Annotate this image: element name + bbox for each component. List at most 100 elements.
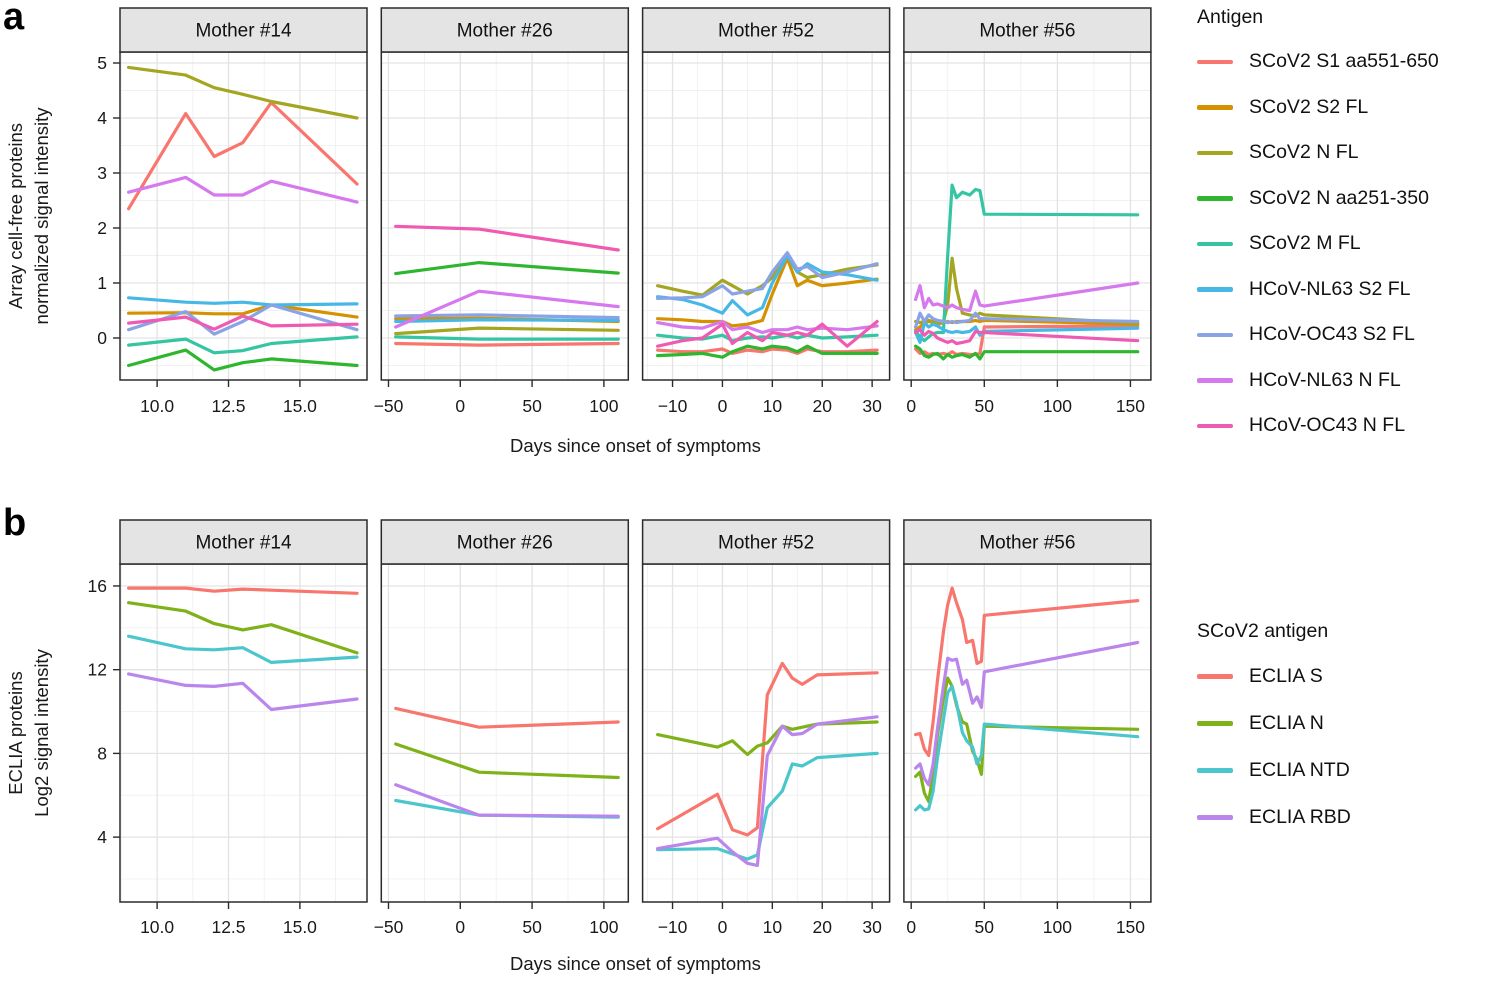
y-tick-label: 3 [97, 163, 107, 183]
y-axis-title: ECLIA proteins Log2 signal intensity [5, 648, 52, 816]
series-hcov-nl63-n-fl [655, 319, 879, 335]
series-eclia-n [655, 720, 879, 757]
legend-label: SCoV2 N FL [1249, 141, 1359, 164]
series-scov2-n-aa251-350 [655, 344, 879, 359]
facet-mother-14: Mother #14 10.0 12.5 15.0 [119, 519, 368, 937]
x-tick-label: 20 [813, 396, 833, 416]
facet-strip-title: Mother #14 [195, 533, 292, 554]
series-scov2-n-fl [127, 65, 359, 120]
legend-label: ECLIA RBD [1249, 806, 1351, 828]
panel-a-label: a [3, 0, 25, 38]
series-eclia-ntd [127, 634, 359, 664]
series-hcov-oc43-n-fl [127, 314, 359, 331]
series-scov2-s2-fl [655, 256, 879, 328]
facet-strip-title: Mother #52 [718, 533, 814, 554]
legend-item-eclia-n: ECLIA N [1197, 700, 1351, 747]
x-axis-title: Days since onset of symptoms [510, 953, 761, 974]
x-tick-label: 50 [522, 396, 542, 416]
x-tick-label: 10.0 [140, 396, 174, 416]
facet-mother-26: Mother #26 −50 0 50 100 [374, 7, 630, 416]
x-tick-label: −10 [658, 396, 688, 416]
x-tick-label: 20 [813, 917, 833, 937]
legend-item-scov2-m-fl: SCoV2 M FL [1197, 221, 1439, 267]
series-hcov-oc43-n-fl [655, 319, 879, 348]
series-eclia-ntd [655, 751, 879, 861]
series-eclia-s [127, 586, 359, 595]
panel-a-chart: Array cell-free proteins normalized signa… [5, 7, 1152, 456]
y-axis: 0 1 2 3 4 5 [97, 53, 120, 348]
facet-mother-56: Mother #56 0 50 100 150 [903, 7, 1152, 416]
series-scov2-s2-fl [127, 303, 359, 319]
y-tick-label: 2 [97, 218, 107, 238]
facet-strip [641, 7, 891, 53]
series-scov2-n-aa251-350 [394, 261, 620, 276]
legend-item-eclia-rbd: ECLIA RBD [1197, 794, 1351, 841]
series-eclia-rbd [394, 783, 620, 818]
x-tick-label: 100 [1043, 917, 1072, 937]
x-axis-title: Days since onset of symptoms [510, 435, 761, 456]
series-eclia-s [394, 706, 620, 729]
facet-strip [119, 7, 368, 53]
facet-strip [380, 7, 630, 53]
facet-mother-56: Mother #56 0 50 100 150 [903, 519, 1152, 937]
legend-item-scov2-n-fl: SCoV2 N FL [1197, 130, 1439, 176]
legend-key-line-icon [1197, 768, 1233, 773]
series-scov2-m-fl [394, 335, 620, 341]
legend-item-scov2-n-aa251-350: SCoV2 N aa251-350 [1197, 176, 1439, 222]
legend-item-hcov-oc43-s2-fl: HCoV-OC43 S2 FL [1197, 312, 1439, 358]
series-scov2-m-fl [913, 183, 1140, 343]
x-tick-label: 150 [1116, 917, 1145, 937]
legend-key-line-icon [1197, 423, 1233, 428]
x-tick-label: 0 [906, 396, 916, 416]
facet-strip [380, 519, 630, 565]
series-eclia-n [394, 742, 620, 780]
panel-b-chart: ECLIA proteins Log2 signal intensity 4 8 12 1… [5, 519, 1152, 974]
series-hcov-nl63-n-fl [394, 289, 620, 329]
x-tick-label: 100 [589, 917, 618, 937]
x-tick-label: 15.0 [283, 917, 317, 937]
series-hcov-nl63-n-fl [913, 281, 1140, 313]
x-tick-label: 12.5 [211, 396, 245, 416]
legend-label: HCoV-NL63 N FL [1249, 368, 1401, 391]
svg-text:normalized signal intensity: normalized signal intensity [31, 107, 52, 325]
series-scov2-n-aa251-350 [913, 344, 1140, 361]
legend-key-line-icon [1197, 59, 1233, 64]
x-tick-label: 150 [1116, 396, 1145, 416]
legend-label: HCoV-NL63 S2 FL [1249, 277, 1411, 300]
x-tick-label: 0 [455, 396, 465, 416]
facet-strip-title: Mother #14 [195, 21, 292, 42]
legend-item-hcov-nl63-s2-fl: HCoV-NL63 S2 FL [1197, 267, 1439, 313]
x-tick-label: 100 [1043, 396, 1072, 416]
series-eclia-rbd [127, 672, 359, 712]
series-hcov-nl63-s2-fl [394, 318, 620, 324]
legend-item-eclia-s: ECLIA S [1197, 653, 1351, 700]
series-hcov-oc43-s2-fl [655, 251, 879, 300]
legend-key-line-icon [1197, 287, 1233, 292]
x-tick-label: 50 [975, 396, 995, 416]
legend-label: HCoV-OC43 N FL [1249, 414, 1406, 437]
facet-mother-52: Mother #52 −10 0 10 20 30 [641, 519, 891, 937]
y-axis: 4 8 12 16 [88, 576, 120, 847]
x-tick-label: 10 [763, 396, 783, 416]
legend-key-line-icon [1197, 721, 1233, 726]
y-tick-label: 4 [97, 108, 107, 128]
legend-b-title: SCoV2 antigen [1197, 620, 1329, 642]
series-hcov-nl63-s2-fl [655, 253, 879, 317]
x-tick-label: 30 [862, 917, 882, 937]
legend-a: Antigen SCoV2 S1 aa551-650 SCoV2 S2 FL SCo… [1197, 6, 1439, 449]
series-eclia-rbd [655, 715, 879, 867]
legend-label: SCoV2 M FL [1249, 232, 1361, 255]
series-eclia-s [655, 661, 879, 837]
legend-key-line-icon [1197, 378, 1233, 383]
facet-strip [641, 519, 891, 565]
y-tick-label: 4 [97, 827, 107, 847]
legend-b-items: ECLIA S ECLIA N ECLIA NTD ECLIA RBD [1197, 653, 1351, 841]
facet-strip [903, 519, 1152, 565]
x-tick-label: 10.0 [140, 917, 174, 937]
x-tick-label: −10 [658, 917, 688, 937]
facet-strip-title: Mother #56 [979, 21, 1075, 42]
series-hcov-oc43-s2-fl [913, 311, 1140, 329]
x-tick-label: 30 [862, 396, 882, 416]
facet-mother-26: Mother #26 −50 0 50 100 [374, 519, 630, 937]
